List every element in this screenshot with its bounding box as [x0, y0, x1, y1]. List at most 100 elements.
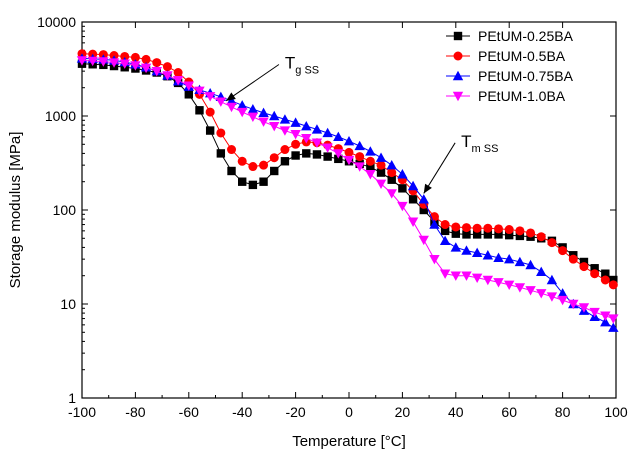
legend-entry: PEtUM-0.25BA	[446, 28, 574, 44]
data-point	[334, 154, 343, 164]
data-point	[290, 117, 301, 127]
legend-marker	[452, 70, 464, 81]
data-point	[386, 159, 397, 170]
data-point	[579, 262, 589, 272]
data-point	[375, 179, 387, 189]
data-point	[450, 242, 461, 252]
data-point	[590, 269, 600, 279]
data-point	[227, 145, 237, 155]
y-tick-label: 10	[60, 296, 76, 312]
data-point	[600, 317, 611, 327]
data-point	[344, 147, 354, 157]
data-point	[247, 112, 259, 123]
legend: PEtUM-0.25BA PEtUM-0.5BA PEtUM-0.75BA PEtUM…	[446, 28, 574, 104]
data-point	[183, 81, 194, 91]
data-point	[322, 143, 333, 153]
data-point	[536, 232, 546, 242]
data-point	[365, 170, 376, 180]
data-point	[505, 230, 514, 240]
data-point	[195, 106, 204, 115]
data-point	[237, 107, 248, 118]
data-point	[609, 275, 618, 285]
data-point	[440, 226, 450, 236]
legend-entry: PEtUM-0.5BA	[446, 48, 566, 64]
data-point	[461, 223, 471, 233]
data-point	[397, 169, 408, 179]
data-point	[280, 157, 290, 166]
data-point	[366, 163, 375, 172]
data-point	[205, 107, 215, 117]
annotation-label: Tg SS	[285, 54, 319, 77]
y-tick-label: 10000	[37, 14, 76, 30]
x-tick-label: 60	[501, 404, 517, 420]
data-point	[547, 238, 557, 248]
data-point	[515, 231, 525, 241]
data-point	[578, 303, 590, 313]
data-point	[429, 219, 440, 229]
data-point	[322, 127, 333, 138]
data-point	[408, 195, 418, 204]
data-point	[87, 56, 98, 67]
legend-entry: PEtUM-1.0BA	[446, 88, 566, 104]
data-point	[601, 269, 610, 278]
y-axis-title: Storage modulus [MPa]	[7, 132, 24, 289]
data-point	[525, 259, 536, 270]
data-point	[608, 280, 618, 290]
data-point	[216, 149, 226, 158]
annotation-arrow	[423, 142, 456, 194]
x-tick-label: 100	[604, 404, 628, 420]
data-point	[291, 151, 300, 160]
data-point	[280, 145, 290, 155]
data-point	[162, 62, 172, 72]
data-point	[419, 205, 428, 215]
data-point	[450, 271, 461, 281]
data-point	[589, 307, 600, 318]
data-point	[407, 217, 419, 227]
data-point	[557, 295, 568, 306]
x-tick-label: -20	[285, 404, 305, 420]
annotation-2: Tm SS	[423, 132, 498, 194]
data-point	[301, 134, 312, 144]
data-point	[343, 135, 355, 146]
data-point	[259, 177, 268, 186]
data-point	[451, 229, 460, 238]
data-point	[494, 224, 504, 234]
data-point	[398, 184, 407, 193]
data-point	[152, 58, 162, 68]
data-point	[375, 152, 387, 162]
x-tick-label: 20	[395, 404, 411, 420]
legend-marker	[452, 91, 464, 102]
data-point	[333, 149, 344, 159]
x-tick-label: 40	[448, 404, 464, 420]
data-point	[558, 246, 568, 256]
data-point	[546, 274, 558, 285]
data-point	[525, 286, 536, 296]
data-point	[472, 223, 482, 233]
data-point	[194, 86, 205, 97]
data-point	[216, 128, 226, 138]
data-point	[205, 126, 215, 135]
data-point	[514, 283, 526, 293]
data-point	[119, 59, 130, 69]
x-tick-label: -100	[68, 404, 96, 420]
data-point	[440, 220, 450, 230]
data-point	[269, 153, 279, 163]
data-point	[130, 61, 141, 71]
data-point	[526, 228, 536, 238]
data-point	[279, 126, 291, 136]
data-point	[472, 230, 482, 239]
x-tick-label: -80	[125, 404, 145, 420]
legend-label: PEtUM-0.5BA	[478, 48, 566, 64]
data-point	[387, 175, 396, 184]
data-point	[590, 264, 599, 273]
data-point	[515, 226, 525, 236]
data-point	[227, 166, 236, 176]
data-point	[312, 150, 322, 159]
data-point	[130, 52, 140, 62]
data-point	[291, 139, 301, 149]
data-point	[98, 57, 109, 67]
data-point	[226, 95, 237, 106]
legend-marker	[453, 51, 463, 61]
y-tick-label: 1000	[45, 108, 76, 124]
